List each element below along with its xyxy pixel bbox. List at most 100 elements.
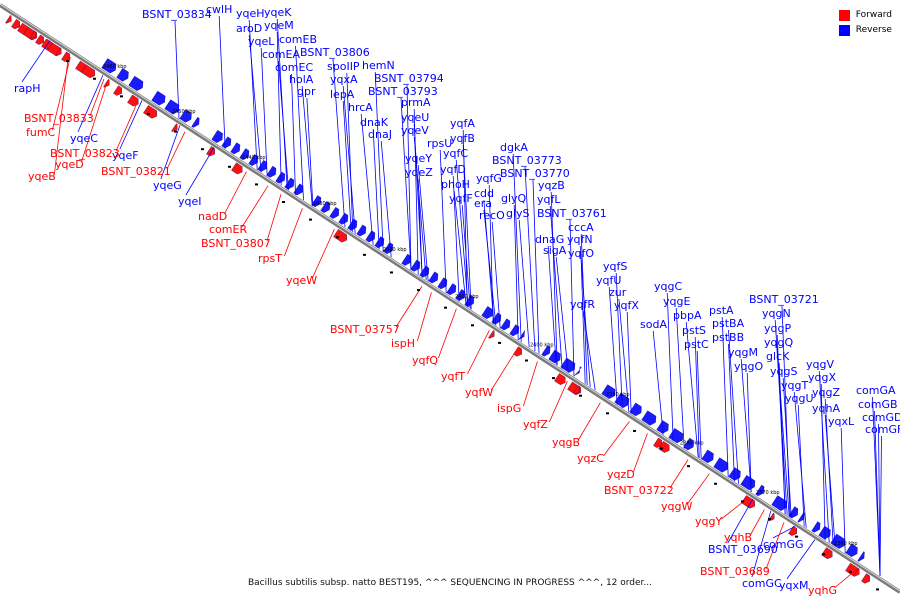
reverse-gene-label-yqec: yqeC bbox=[70, 132, 98, 145]
position-marker bbox=[93, 77, 96, 80]
reverse-leader-line bbox=[439, 149, 447, 294]
reverse-gene-block bbox=[701, 449, 714, 464]
forward-gene-block bbox=[103, 79, 110, 88]
position-marker bbox=[444, 306, 447, 309]
reverse-gene-label-yqgm: yqgM bbox=[728, 346, 758, 359]
reverse-gene-label-arod: aroD bbox=[236, 22, 262, 35]
forward-gene-label-nadd: nadD bbox=[198, 210, 227, 223]
reverse-leader-line bbox=[455, 159, 469, 308]
reverse-leader-line bbox=[461, 204, 471, 309]
forward-leader-line bbox=[241, 185, 269, 228]
position-marker bbox=[822, 553, 825, 556]
forward-gene-label-yqft: yqfT bbox=[441, 370, 465, 383]
reverse-gene-label-era: era bbox=[474, 197, 492, 210]
reverse-gene-label-yqgo: yqgO bbox=[734, 360, 763, 373]
forward-gene-block bbox=[653, 437, 662, 448]
reverse-gene-block bbox=[347, 218, 358, 231]
reverse-gene-label-yqgc: yqgC bbox=[654, 280, 682, 293]
forward-gene-block bbox=[573, 385, 580, 395]
reverse-leader-line bbox=[483, 199, 495, 325]
reverse-gene-block bbox=[365, 230, 376, 243]
forward-leader-line bbox=[266, 194, 282, 242]
position-marker bbox=[201, 148, 204, 151]
forward-leader-line bbox=[284, 208, 303, 257]
forward-gene-block bbox=[554, 373, 566, 385]
forward-gene-label-yqgw: yqgW bbox=[661, 500, 692, 513]
forward-gene-block bbox=[35, 34, 44, 45]
reverse-leader-line bbox=[840, 427, 846, 554]
reverse-leader-line bbox=[797, 404, 805, 527]
reverse-leader-line bbox=[878, 423, 881, 576]
forward-gene-block bbox=[206, 146, 215, 157]
reverse-gene-label-rpsu: rpsU bbox=[427, 137, 452, 150]
reverse-gene-label-bsnt_03770: BSNT_03770 bbox=[500, 167, 570, 180]
reverse-leader-line bbox=[778, 362, 786, 515]
reverse-gene-label-yqek: yqeK bbox=[264, 6, 292, 19]
reverse-leader-line bbox=[675, 307, 685, 449]
figure-caption: Bacillus subtilis subsp. natto BEST195, … bbox=[247, 578, 653, 588]
reverse-leader-line bbox=[218, 15, 226, 149]
reverse-gene-label-yqfb: yqfB bbox=[450, 132, 475, 145]
position-marker bbox=[849, 570, 852, 573]
reverse-gene-label-siga: sigA bbox=[543, 244, 567, 257]
scale-tick-label: 2460 kbp bbox=[103, 64, 127, 70]
forward-gene-label-yqhg: yqhG bbox=[808, 584, 837, 597]
reverse-gene-label-comea: comEA bbox=[262, 48, 300, 61]
forward-gene-label-ispg: ispG bbox=[497, 402, 521, 415]
reverse-gene-label-yqev: yqeV bbox=[401, 124, 429, 137]
forward-leader-line bbox=[578, 402, 601, 441]
reverse-gene-label-yqei: yqeI bbox=[178, 195, 202, 208]
position-marker bbox=[876, 588, 879, 591]
forward-gene-label-bsnt_03757: BSNT_03757 bbox=[330, 323, 400, 336]
reverse-gene-label-ccca: cccA bbox=[568, 221, 594, 234]
legend-forward-label: Forward bbox=[855, 10, 892, 20]
reverse-gene-label-pstc: pstC bbox=[684, 338, 709, 351]
forward-gene-block bbox=[788, 525, 797, 536]
reverse-gene-label-bsnt_03806: BSNT_03806 bbox=[300, 46, 370, 59]
forward-gene-label-yqgb: yqgB bbox=[552, 436, 580, 449]
reverse-leader-line bbox=[248, 19, 258, 170]
forward-leader-line bbox=[224, 171, 247, 215]
position-marker bbox=[795, 535, 798, 538]
position-marker bbox=[174, 130, 177, 133]
forward-gene-label-bsnt_03722: BSNT_03722 bbox=[604, 484, 674, 497]
forward-gene-label-yqed: yqeD bbox=[55, 158, 84, 171]
reverse-gene-label-yqez: yqeZ bbox=[405, 166, 433, 179]
reverse-leader-line bbox=[452, 175, 460, 302]
legend-reverse-label: Reverse bbox=[855, 25, 892, 35]
reverse-gene-label-pbpa: pbpA bbox=[673, 309, 702, 322]
reverse-gene-label-yqeh: yqeH bbox=[236, 7, 265, 20]
reverse-gene-label-yqfd: yqfD bbox=[440, 163, 466, 176]
reverse-gene-label-hola: holA bbox=[289, 73, 314, 86]
forward-gene-label-yqfw: yqfW bbox=[465, 386, 493, 399]
position-marker bbox=[282, 201, 285, 204]
forward-gene-label-yqzd: yqzD bbox=[607, 468, 635, 481]
reverse-gene-block bbox=[329, 206, 340, 219]
forward-leader-line bbox=[669, 459, 689, 489]
reverse-leader-line bbox=[728, 343, 735, 482]
reverse-gene-block bbox=[500, 318, 511, 331]
reverse-gene-label-dnaj: dnaJ bbox=[368, 128, 392, 141]
reverse-leader-line bbox=[342, 85, 356, 234]
position-marker bbox=[714, 482, 717, 485]
reverse-leader-line bbox=[417, 178, 423, 278]
reverse-gene-block bbox=[116, 68, 129, 82]
reverse-gene-block bbox=[446, 283, 457, 296]
reverse-gene-block bbox=[164, 99, 180, 115]
reverse-gene-label-zur: zur bbox=[609, 286, 627, 299]
reverse-gene-block bbox=[668, 428, 684, 444]
scale-tick-label: 2380 kbp bbox=[680, 441, 704, 447]
reverse-gene-label-pstba: pstBA bbox=[712, 317, 745, 330]
forward-leader-line bbox=[467, 330, 490, 375]
forward-gene-label-isph: ispH bbox=[391, 337, 415, 350]
scale-tick-label: 2450 kbp bbox=[172, 109, 196, 115]
forward-leader-line bbox=[549, 380, 568, 423]
reverse-gene-label-yqeg: yqeG bbox=[153, 179, 182, 192]
reverse-gene-label-comgc: comGC bbox=[742, 577, 782, 590]
reverse-gene-label-dnak: dnaK bbox=[360, 116, 389, 129]
reverse-gene-label-yqxl: yqxL bbox=[828, 415, 855, 428]
reverse-gene-block bbox=[211, 130, 223, 143]
forward-gene-label-bsnt_03689: BSNT_03689 bbox=[700, 565, 770, 578]
forward-gene-label-yqfz: yqfZ bbox=[523, 418, 548, 431]
